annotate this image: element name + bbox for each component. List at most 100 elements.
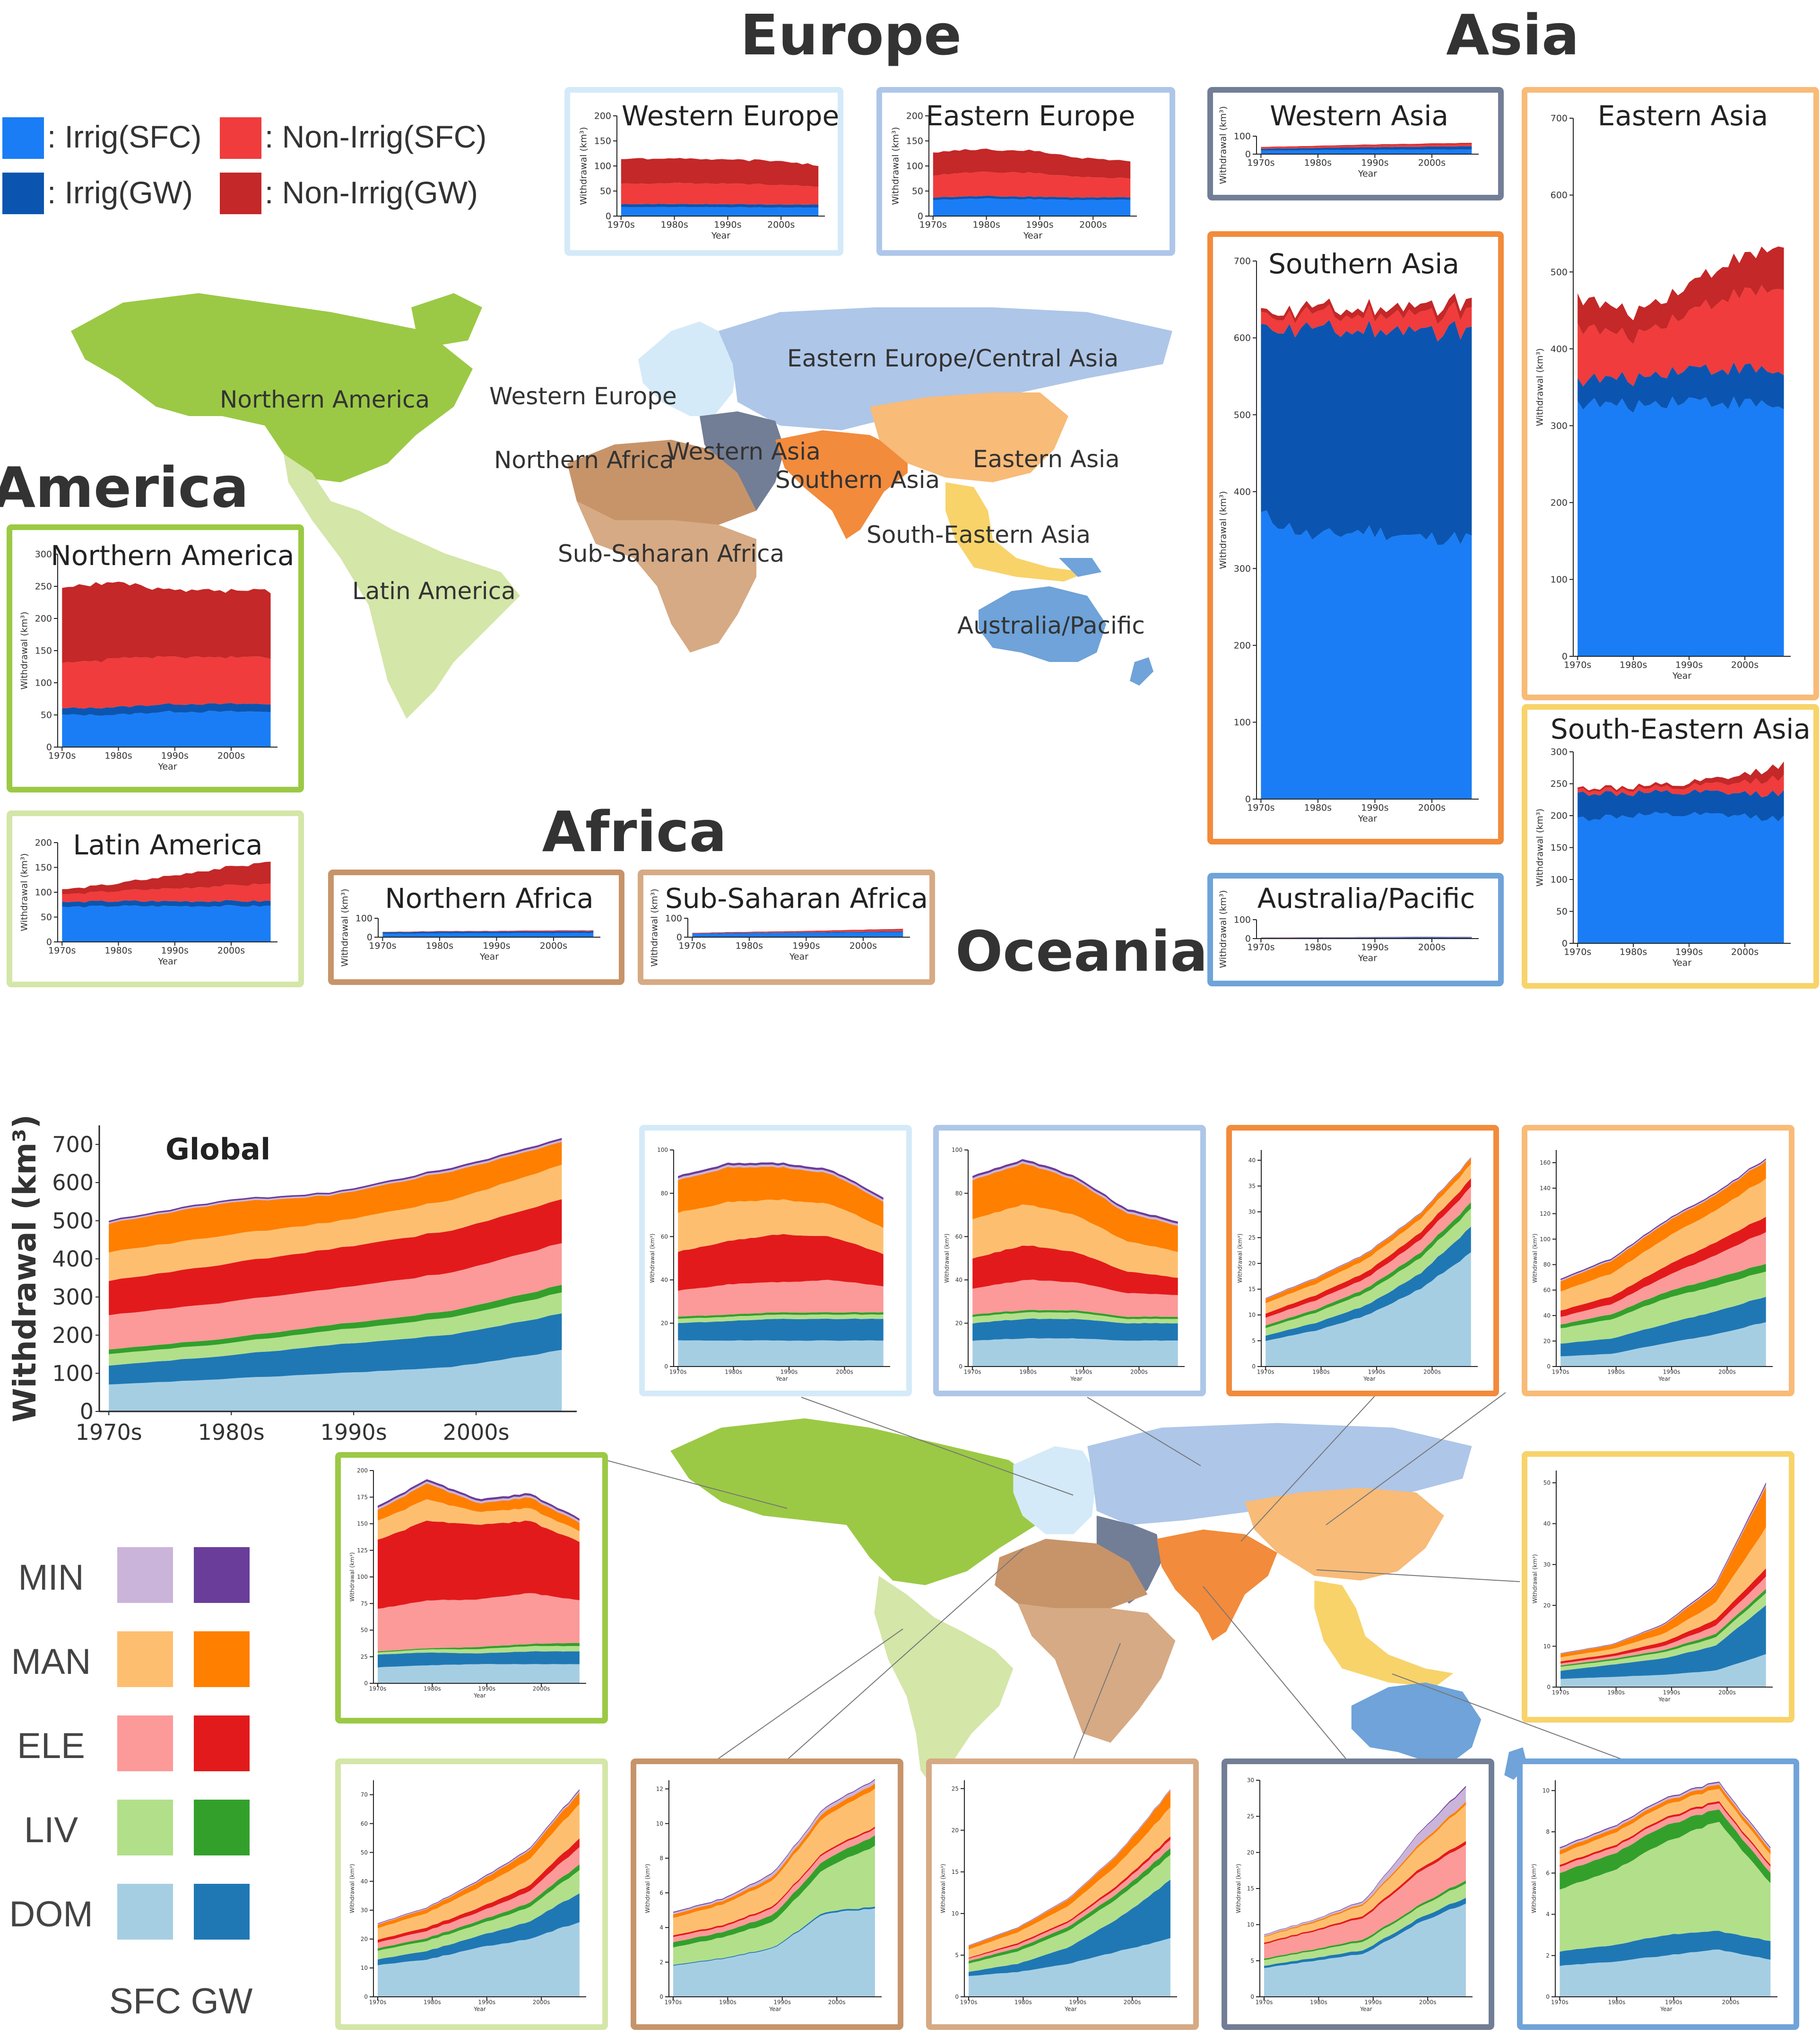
- area-series-irrig-gw-: [621, 204, 819, 208]
- x-tick-label: 1970s: [1551, 1999, 1569, 2006]
- y-tick-label: 100: [1551, 875, 1568, 885]
- x-tick-label: 1980s: [660, 220, 688, 230]
- area-series-non-irrig-gw-: [382, 930, 594, 932]
- area-series-irrig-sfc-: [1261, 510, 1472, 799]
- y-tick-label: 600: [1234, 333, 1251, 343]
- y-tick-label: 0: [364, 1680, 368, 1687]
- x-tick-label: 1970s: [369, 941, 396, 951]
- leader-line-western-asia: [1203, 1586, 1352, 1767]
- y-tick-label: 0: [918, 211, 923, 222]
- map-region-eastern-europe: [719, 307, 1172, 430]
- y-tick-label: 0: [1252, 1363, 1256, 1370]
- y-tick-label: 2: [1546, 1952, 1550, 1959]
- y-tick-label: 100: [1551, 575, 1568, 585]
- area-series-non-irrig-sfc-: [621, 183, 819, 205]
- legend-row-label-liv: LIV: [24, 1810, 78, 1850]
- y-tick-label: 10: [1248, 1312, 1256, 1318]
- area-series-liv-sfc: [378, 1870, 580, 1960]
- y-tick-label: 700: [1234, 256, 1251, 267]
- y-tick-label: 15: [1247, 1885, 1254, 1892]
- x-tick-label: 1980s: [424, 1999, 441, 2006]
- x-tick-label: 2000s: [1731, 947, 1759, 958]
- legend-column-label-sfc: SFC: [109, 1981, 181, 2021]
- x-axis-label: Year: [1672, 958, 1691, 968]
- area-series-liv-gw: [1560, 1589, 1766, 1667]
- y-tick-label: 20: [952, 1827, 959, 1834]
- x-tick-label: 2000s: [1418, 942, 1446, 953]
- x-tick-label: 1970s: [1256, 1999, 1273, 2006]
- y-tick-label: 25: [952, 1785, 959, 1792]
- y-axis-label: Withdrawal (km³): [1531, 1864, 1537, 1913]
- y-tick-label: 50: [912, 186, 923, 197]
- y-tick-label: 10: [952, 1910, 959, 1917]
- y-tick-label: 80: [1543, 1262, 1551, 1268]
- map2-region-eastern-asia: [1245, 1488, 1444, 1581]
- y-tick-label: 100: [1540, 1236, 1551, 1243]
- x-tick-label: 1970s: [607, 220, 635, 230]
- y-tick-label: 20: [661, 1320, 668, 1327]
- y-axis-label: Withdrawal (km³): [1532, 1234, 1538, 1283]
- legend-row-label-man: MAN: [11, 1642, 91, 1682]
- x-tick-label: 1990s: [1361, 803, 1388, 813]
- map2-region-australia: [1351, 1682, 1482, 1761]
- x-tick-label: 1990s: [1361, 942, 1388, 953]
- y-tick-label: 15: [1248, 1286, 1256, 1293]
- y-tick-label: 700: [52, 1132, 94, 1157]
- legend-row-label-dom: DOM: [9, 1894, 93, 1934]
- area-series-dom-sfc: [673, 1908, 875, 1997]
- y-tick-label: 0: [676, 932, 682, 943]
- x-tick-label: 1990s: [1069, 1999, 1086, 2006]
- y-tick-label: 100: [1234, 131, 1251, 142]
- y-tick-label: 80: [955, 1190, 962, 1197]
- y-tick-label: 30: [1543, 1561, 1551, 1568]
- y-tick-label: 0: [46, 937, 52, 948]
- area-series-irrig-sfc-: [933, 198, 1131, 216]
- x-axis-label: Year: [473, 2006, 485, 2012]
- area-series-non-irrig-gw-: [621, 158, 819, 187]
- area-series-man-gw: [109, 1141, 562, 1253]
- chart-panel-ssa-sector: 0 5 10 15 20 25 1970s 1980s 1990s 2000s Year Withdr…: [926, 1758, 1199, 2030]
- area-series-non-irrig-gw-: [1261, 937, 1472, 938]
- x-tick-label: 1970s: [1247, 803, 1274, 813]
- y-tick-label: 150: [35, 862, 52, 873]
- area-series-non-irrig-sfc-: [1577, 774, 1784, 798]
- x-tick-label: 1970s: [1564, 660, 1591, 670]
- x-tick-label: 1990s: [773, 1999, 791, 2006]
- continent-title-america: America: [0, 455, 249, 520]
- legend-label-irrig-gw: : Irrig(GW): [47, 175, 193, 210]
- x-axis-label: Year: [789, 952, 808, 962]
- x-tick-label: 1980s: [104, 751, 132, 761]
- x-tick-label: 1980s: [1014, 1999, 1032, 2006]
- area-series-dom-gw: [109, 1313, 562, 1384]
- area-series-dom-sfc: [972, 1338, 1178, 1367]
- y-tick-label: 0: [1245, 934, 1251, 944]
- area-series-dom-sfc: [1560, 1654, 1766, 1687]
- y-axis-label: Withdrawal (km³): [944, 1234, 950, 1283]
- x-axis-label: Year: [1672, 671, 1691, 681]
- area-series-irrig-gw-: [382, 931, 594, 934]
- area-series-dom-sfc: [378, 1922, 580, 1997]
- chart-title: Southern Asia: [1268, 248, 1459, 280]
- area-series-non-irrig-sfc-: [382, 931, 594, 932]
- y-tick-label: 10: [656, 1820, 663, 1827]
- legend-top: : Irrig(SFC) : Irrig(GW) : Non-Irrig(SFC…: [2, 117, 486, 214]
- chart-panel-western-europe: 0 50 100 150 200 1970s 1980s 1990s 2000s Year With…: [564, 87, 843, 256]
- x-tick-label: 1980s: [1607, 1369, 1625, 1375]
- legend-row-label-min: MIN: [18, 1558, 84, 1598]
- x-tick-label: 1980s: [1620, 947, 1647, 958]
- x-axis-label: Year: [157, 957, 177, 967]
- x-tick-label: 1990s: [321, 1419, 387, 1445]
- area-series-irrig-sfc-: [1261, 149, 1472, 154]
- x-tick-label: 1990s: [1665, 1999, 1682, 2006]
- y-tick-label: 100: [357, 1574, 368, 1580]
- y-tick-label: 20: [1543, 1338, 1551, 1344]
- legend-swatch-dom-gw: [194, 1884, 250, 1940]
- area-series-non-irrig-sfc-: [692, 930, 903, 934]
- y-tick-label: 40: [955, 1277, 962, 1283]
- area-series-min-gw: [678, 1162, 884, 1200]
- y-tick-label: 0: [1547, 1363, 1551, 1370]
- continent-title-europe: Europe: [740, 2, 962, 68]
- y-tick-label: 500: [1551, 267, 1568, 278]
- legend-swatch-liv-sfc: [117, 1800, 173, 1855]
- y-axis-label: Withdrawal (km³): [1532, 1554, 1538, 1603]
